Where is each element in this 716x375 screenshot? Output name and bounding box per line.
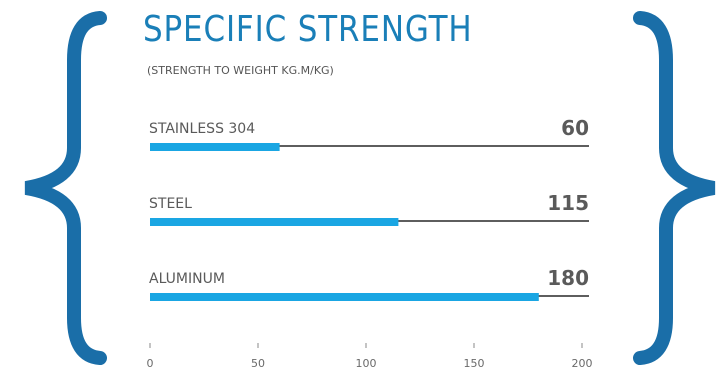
bar [150, 218, 399, 226]
bar [150, 143, 280, 151]
x-tick-label: 50 [251, 357, 265, 370]
category-label: STAINLESS 304 [149, 121, 255, 137]
category-label: STEEL [149, 196, 192, 212]
x-tick-label: 150 [464, 357, 485, 370]
bar [150, 293, 539, 301]
chart-subtitle: (STRENGTH TO WEIGHT KG.M/KG) [147, 64, 334, 77]
x-tick-label: 0 [147, 357, 154, 370]
value-label: 180 [547, 266, 589, 290]
chart-title: SPECIFIC STRENGTH [143, 9, 473, 50]
category-label: ALUMINUM [149, 271, 225, 287]
left-curly-brace [24, 11, 107, 365]
right-curly-brace [633, 11, 716, 365]
value-label: 115 [547, 191, 589, 215]
x-tick-label: 100 [356, 357, 377, 370]
x-tick-label: 200 [572, 357, 593, 370]
value-label: 60 [561, 116, 589, 140]
